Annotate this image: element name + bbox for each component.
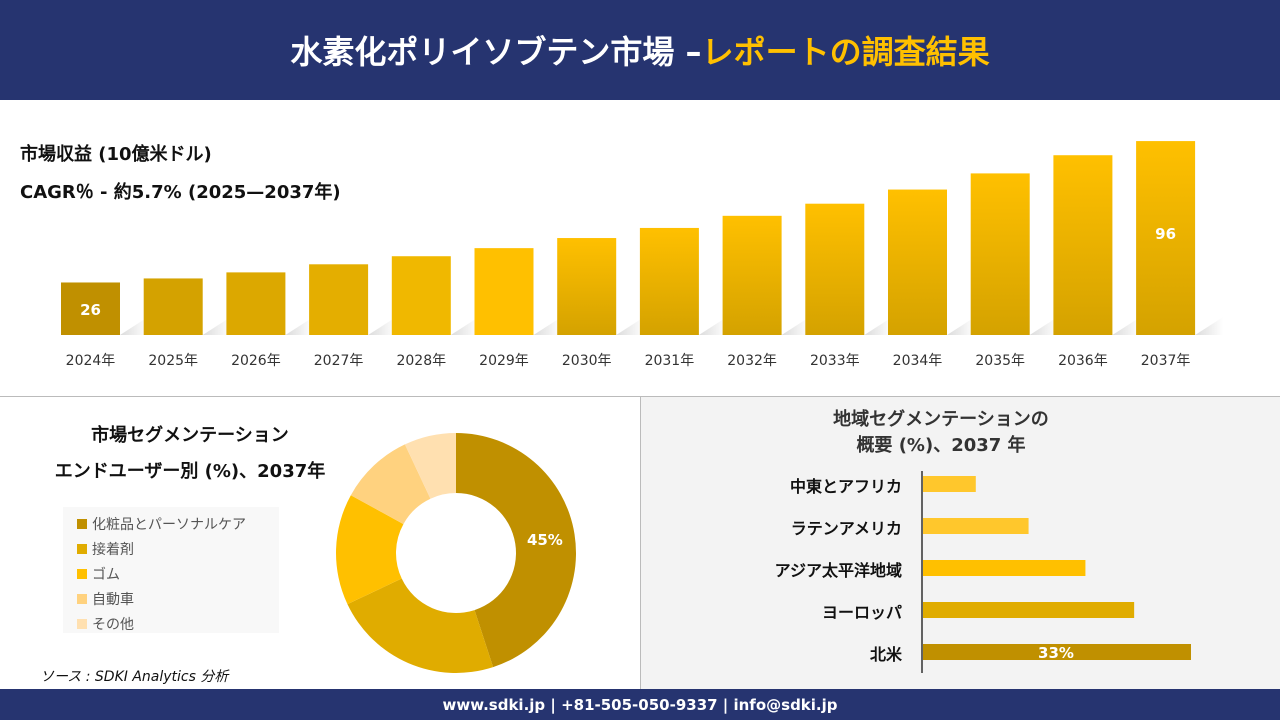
bar-中東とアフリカ bbox=[923, 476, 976, 492]
legend-item: その他 bbox=[77, 611, 279, 636]
bar-2034年 bbox=[888, 189, 947, 335]
bar-アジア太平洋地域 bbox=[923, 560, 1086, 576]
x-tick-label: 2033年 bbox=[810, 353, 860, 369]
bar-2037年 bbox=[1136, 141, 1196, 335]
data-label: 33% bbox=[1038, 644, 1074, 662]
revenue-bars: 2024年 26 2025年 2026年 2027年 2028年 2029年 2030年 203… bbox=[61, 141, 1224, 369]
x-tick-label: 2032年 bbox=[727, 353, 777, 369]
legend-item: 接着剤 bbox=[77, 536, 279, 561]
bar-2025年 bbox=[143, 278, 203, 335]
donut-slice-自動車 bbox=[350, 444, 431, 525]
x-tick-label: 2035年 bbox=[975, 353, 1025, 369]
bar-shadow bbox=[616, 317, 645, 335]
legend-label: 自動車 bbox=[92, 591, 134, 608]
legend-label: ゴム bbox=[92, 566, 120, 583]
x-tick-label: 2027年 bbox=[314, 353, 364, 369]
x-tick-label: 2025年 bbox=[148, 353, 198, 369]
pie-legend: 化粧品とパーソナルケア 接着剤ゴム自動車その他 bbox=[63, 507, 279, 633]
region-bars: 33% bbox=[921, 471, 1191, 673]
x-tick-label: 2037年 bbox=[1141, 353, 1191, 369]
legend-swatch bbox=[77, 543, 87, 554]
legend-label: 接着剤 bbox=[92, 541, 134, 558]
title-main: 水素化ポリイソブテン市場 – bbox=[290, 33, 702, 71]
legend-label: 化粧品とパーソナルケア bbox=[92, 516, 246, 533]
bar-2024年 bbox=[61, 282, 120, 335]
bar-ラテンアメリカ bbox=[923, 518, 1029, 534]
legend-item: 化粧品とパーソナルケア bbox=[77, 511, 279, 536]
bar-shadow bbox=[1029, 317, 1058, 335]
bar-2031年 bbox=[639, 227, 699, 335]
bar-shadow bbox=[864, 317, 893, 335]
bar-2035年 bbox=[970, 173, 1030, 335]
legend-swatch bbox=[77, 568, 87, 579]
cagr-label: CAGR％ - 約5.7% (2025—2037年) bbox=[20, 182, 341, 203]
bar-shadow bbox=[1112, 317, 1141, 335]
page-header: 水素化ポリイソブテン市場 – レポートの調査結果 bbox=[0, 0, 1280, 100]
donut-slice-ゴム bbox=[336, 495, 404, 605]
region-segment-panel: 地域セグメンテーションの 概要 (%)、2037 年 bbox=[640, 397, 1280, 689]
revenue-label: 市場収益 (10億米ドル) bbox=[20, 144, 212, 165]
legend-item: ゴム bbox=[77, 561, 279, 586]
bar-2033年 bbox=[805, 203, 865, 335]
legend-label: その他 bbox=[92, 616, 134, 633]
region-subtitle: 概要 (%)、2037 年 bbox=[856, 435, 1026, 456]
region-label: ヨーロッパ bbox=[821, 603, 902, 622]
divider bbox=[0, 396, 1280, 397]
footer-contact: www.sdki.jp | +81-505-050-9337 | info@sd… bbox=[0, 689, 1280, 720]
bar-2036年 bbox=[1053, 155, 1113, 335]
donut-slice-接着剤 bbox=[347, 578, 494, 673]
data-label: 26 bbox=[80, 301, 101, 319]
x-tick-label: 2036年 bbox=[1058, 353, 1108, 369]
region-label: ラテンアメリカ bbox=[790, 519, 902, 538]
x-tick-label: 2034年 bbox=[893, 353, 943, 369]
x-tick-label: 2024年 bbox=[66, 353, 116, 369]
legend-swatch bbox=[77, 618, 87, 629]
x-tick-label: 2031年 bbox=[645, 353, 695, 369]
bar-shadow bbox=[947, 317, 975, 335]
bar-shadow bbox=[781, 317, 810, 335]
region-title: 地域セグメンテーションの bbox=[833, 409, 1049, 430]
bar-shadow bbox=[368, 317, 397, 335]
legend-swatch bbox=[77, 593, 87, 604]
bar-ヨーロッパ bbox=[923, 602, 1135, 618]
donut-chart: 45% bbox=[336, 433, 576, 673]
bar-shadow bbox=[202, 317, 231, 335]
region-label: 北米 bbox=[869, 645, 902, 664]
bar-2026年 bbox=[226, 272, 286, 335]
source-note: ソース : SDKI Analytics 分析 bbox=[40, 669, 229, 685]
bar-2028年 bbox=[391, 256, 451, 335]
revenue-chart: 市場収益 (10億米ドル) CAGR％ - 約5.7% (2025—2037年)… bbox=[0, 100, 1280, 395]
bar-shadow bbox=[1195, 317, 1224, 335]
bar-北米 bbox=[923, 644, 1191, 660]
donut-slice-化粧品とパーソナルケア bbox=[456, 433, 576, 668]
bar-2029年 bbox=[474, 248, 534, 335]
bar-shadow bbox=[698, 317, 727, 335]
pie-subtitle: エンドユーザー別 (%)、2037年 bbox=[54, 461, 326, 482]
pie-title: 市場セグメンテーション bbox=[91, 425, 289, 446]
bar-shadow bbox=[285, 317, 314, 335]
data-label: 96 bbox=[1155, 225, 1176, 243]
region-label: 中東とアフリカ bbox=[789, 477, 902, 496]
bar-2027年 bbox=[309, 264, 369, 335]
bar-2032年 bbox=[722, 215, 782, 335]
x-tick-label: 2028年 bbox=[396, 353, 446, 369]
bar-shadow bbox=[120, 317, 148, 335]
donut-slice-その他 bbox=[404, 433, 456, 499]
x-tick-label: 2030年 bbox=[562, 353, 612, 369]
bar-2030年 bbox=[557, 238, 617, 335]
legend-item: 自動車 bbox=[77, 586, 279, 611]
x-tick-label: 2026年 bbox=[231, 353, 281, 369]
data-label: 45% bbox=[527, 531, 563, 549]
bar-shadow bbox=[450, 317, 479, 335]
title-accent: レポートの調査結果 bbox=[701, 33, 990, 71]
legend-swatch bbox=[77, 518, 87, 529]
x-tick-label: 2029年 bbox=[479, 353, 529, 369]
region-label: アジア太平洋地域 bbox=[774, 561, 902, 580]
bar-shadow bbox=[533, 317, 562, 335]
